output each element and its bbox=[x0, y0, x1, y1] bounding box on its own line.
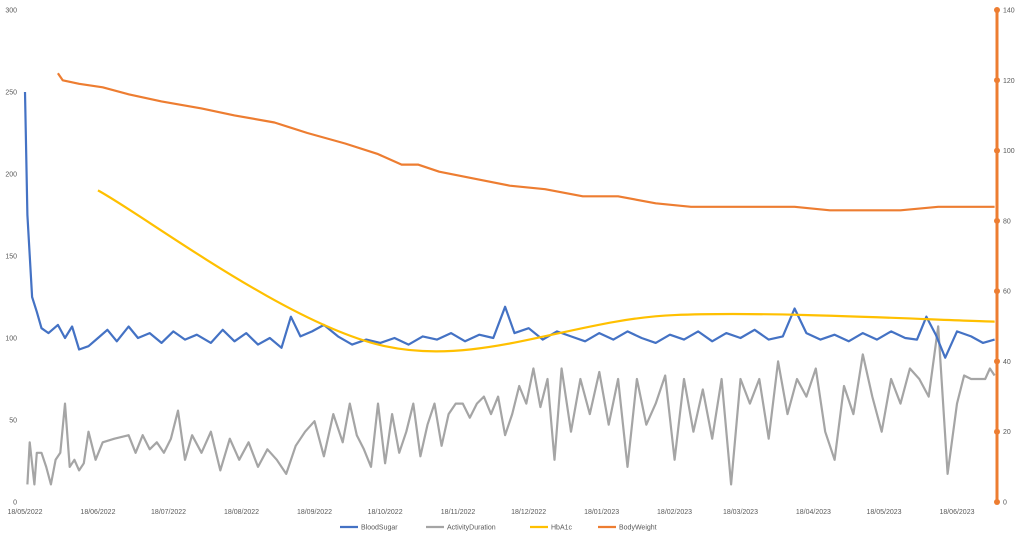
series-line-hba1c bbox=[97, 189, 995, 353]
left-axis: 0 50 100 150 200 250 300 bbox=[5, 8, 17, 507]
x-tick-label: 18/05/2023 bbox=[867, 509, 902, 516]
right-tick-label: 0 bbox=[1003, 500, 1007, 507]
right-axis: 0 20 40 60 80 100 120 140 bbox=[994, 7, 1015, 507]
right-axis-marker bbox=[994, 358, 1000, 365]
x-tick-label: 18/02/2023 bbox=[657, 509, 692, 516]
right-tick-label: 120 bbox=[1003, 78, 1015, 85]
x-tick-label: 18/06/2023 bbox=[939, 509, 974, 516]
x-tick-label: 18/10/2022 bbox=[368, 509, 403, 516]
left-tick-label: 300 bbox=[5, 8, 17, 15]
series-line-bodyweight bbox=[56, 72, 995, 212]
right-tick-label: 140 bbox=[1003, 8, 1015, 15]
legend: BloodSugar ActivityDuration HbA1c BodyWeigh… bbox=[340, 525, 657, 532]
legend-label: BloodSugar bbox=[361, 525, 398, 532]
right-tick-label: 40 bbox=[1003, 359, 1011, 366]
right-axis-marker bbox=[994, 77, 1000, 84]
series-layer bbox=[23, 72, 996, 486]
x-tick-label: 18/03/2023 bbox=[723, 509, 758, 516]
right-axis-marker bbox=[994, 147, 1000, 154]
legend-label: HbA1c bbox=[551, 525, 573, 532]
left-tick-label: 0 bbox=[13, 500, 17, 507]
left-tick-label: 50 bbox=[9, 418, 17, 425]
left-tick-label: 150 bbox=[5, 254, 17, 261]
x-tick-label: 18/05/2022 bbox=[7, 509, 42, 516]
x-tick-label: 18/06/2022 bbox=[80, 509, 115, 516]
x-tick-label: 18/09/2022 bbox=[297, 509, 332, 516]
right-axis-marker bbox=[994, 7, 1000, 13]
x-tick-label: 18/11/2022 bbox=[441, 509, 476, 516]
right-axis-marker bbox=[994, 499, 1000, 505]
x-tick-label: 18/04/2023 bbox=[796, 509, 831, 516]
left-tick-label: 100 bbox=[5, 336, 17, 343]
x-axis: 18/05/2022 18/06/2022 18/07/2022 18/08/2022… bbox=[7, 509, 974, 516]
x-tick-label: 18/08/2022 bbox=[224, 509, 259, 516]
left-tick-label: 200 bbox=[5, 172, 17, 179]
legend-label: BodyWeight bbox=[619, 525, 657, 532]
right-axis-marker bbox=[994, 288, 1000, 295]
right-tick-label: 20 bbox=[1003, 429, 1011, 436]
series-line-activityduration bbox=[26, 325, 996, 486]
x-tick-label: 18/01/2023 bbox=[584, 509, 619, 516]
right-axis-marker bbox=[994, 428, 1000, 435]
right-tick-label: 80 bbox=[1003, 218, 1011, 225]
right-axis-marker bbox=[994, 217, 1000, 224]
legend-label: ActivityDuration bbox=[447, 525, 496, 532]
left-tick-label: 250 bbox=[5, 90, 17, 97]
right-tick-label: 60 bbox=[1003, 289, 1011, 296]
x-tick-label: 18/12/2022 bbox=[511, 509, 546, 516]
x-tick-label: 18/07/2022 bbox=[151, 509, 186, 516]
right-tick-label: 100 bbox=[1003, 148, 1015, 155]
series-line-bloodsugar bbox=[23, 91, 995, 359]
